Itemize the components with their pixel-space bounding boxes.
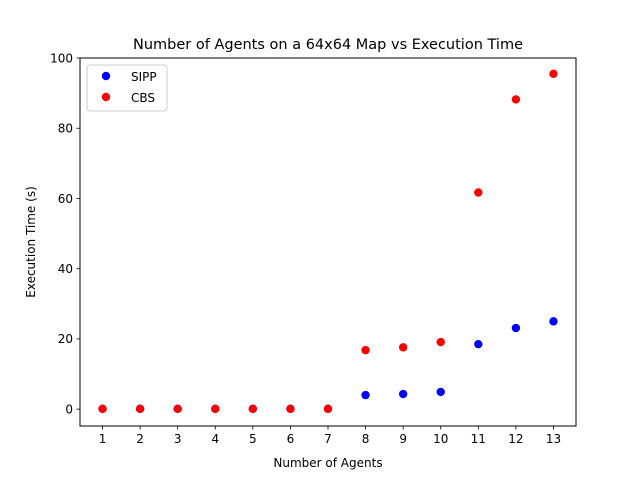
- legend: SIPP CBS: [86, 64, 168, 112]
- data-point-cbs: [173, 404, 182, 413]
- x-tick-label: 5: [249, 432, 257, 446]
- x-tick-label: 2: [136, 432, 144, 446]
- x-axis-label: Number of Agents: [273, 456, 382, 470]
- data-point-sipp: [436, 387, 445, 397]
- data-point-cbs: [361, 345, 370, 355]
- x-tick-label: 6: [287, 432, 295, 446]
- data-point-sipp: [398, 389, 408, 399]
- data-point-sipp: [361, 390, 370, 400]
- data-point-cbs: [286, 404, 295, 413]
- data-point-cbs: [436, 337, 445, 347]
- data-point-cbs: [135, 404, 145, 413]
- x-tick-label: 7: [324, 432, 332, 446]
- y-tick-label: 100: [50, 51, 73, 65]
- data-point-sipp: [474, 339, 483, 349]
- plot-area: [98, 69, 558, 413]
- data-point-sipp: [549, 317, 558, 326]
- x-tick-label: 12: [508, 432, 523, 446]
- x-tick-label: 9: [399, 432, 407, 446]
- x-tick-label: 11: [471, 432, 486, 446]
- y-tick-label: 80: [58, 122, 73, 136]
- legend-marker-cbs: [101, 92, 111, 102]
- y-tick-label: 0: [65, 402, 73, 416]
- data-point-sipp: [511, 323, 521, 333]
- y-axis: 0 20 40 60 80 100: [50, 51, 80, 416]
- x-tick-label: 8: [362, 432, 370, 446]
- legend-label-cbs: CBS: [131, 91, 155, 105]
- y-tick-label: 60: [58, 192, 73, 206]
- data-point-cbs: [323, 404, 333, 413]
- x-tick-label: 1: [99, 432, 107, 446]
- x-tick-label: 10: [433, 432, 448, 446]
- y-axis-label: Execution Time (s): [24, 186, 38, 298]
- data-point-cbs: [511, 95, 521, 104]
- data-point-cbs: [549, 69, 558, 79]
- y-tick-label: 20: [58, 332, 73, 346]
- data-point-cbs: [98, 404, 107, 413]
- chart-title: Number of Agents on a 64x64 Map vs Execu…: [133, 37, 523, 53]
- data-point-cbs: [398, 343, 408, 352]
- y-tick-label: 40: [58, 262, 73, 276]
- data-point-cbs: [474, 188, 483, 197]
- x-tick-label: 13: [546, 432, 561, 446]
- legend-label-sipp: SIPP: [131, 70, 157, 84]
- x-axis: 1 2 3 4 5 6 7 8 9 10 11 12 13: [99, 426, 561, 446]
- data-point-cbs: [211, 404, 220, 413]
- legend-marker-sipp: [101, 71, 111, 81]
- data-point-cbs: [248, 404, 258, 413]
- x-tick-label: 3: [174, 432, 182, 446]
- x-tick-label: 4: [211, 432, 219, 446]
